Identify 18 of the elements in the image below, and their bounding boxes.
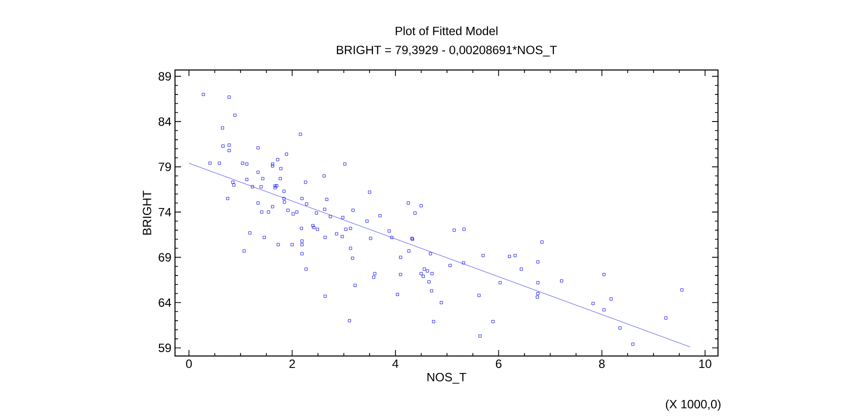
y-tick-label: 64 [158,298,172,307]
x-tick-label: 0 [186,360,192,368]
x-tick-label: 8 [599,360,605,368]
x-tick-label: 4 [392,360,398,368]
y-tick-label: 79 [158,162,171,172]
y-tick-label: 74 [158,208,172,216]
chart-title: Plot of Fitted Model [396,26,498,36]
y-tick-label: 89 [158,72,171,81]
y-axis-title: BRIGHT [142,190,152,235]
x-axis-title: NOS_T [427,372,466,384]
y-tick-label: 69 [158,253,171,262]
x-tick-label: 2 [289,360,295,368]
y-tick-label: 59 [158,344,171,352]
x-tick-label: 10 [699,360,712,368]
x-tick-label: 6 [496,360,502,368]
text: (X 1000,0) [666,400,720,411]
chart-subtitle: BRIGHT = 79,3929 - 0,00208691*NOS_T [336,46,557,56]
y-tick-label: 84 [158,117,172,126]
